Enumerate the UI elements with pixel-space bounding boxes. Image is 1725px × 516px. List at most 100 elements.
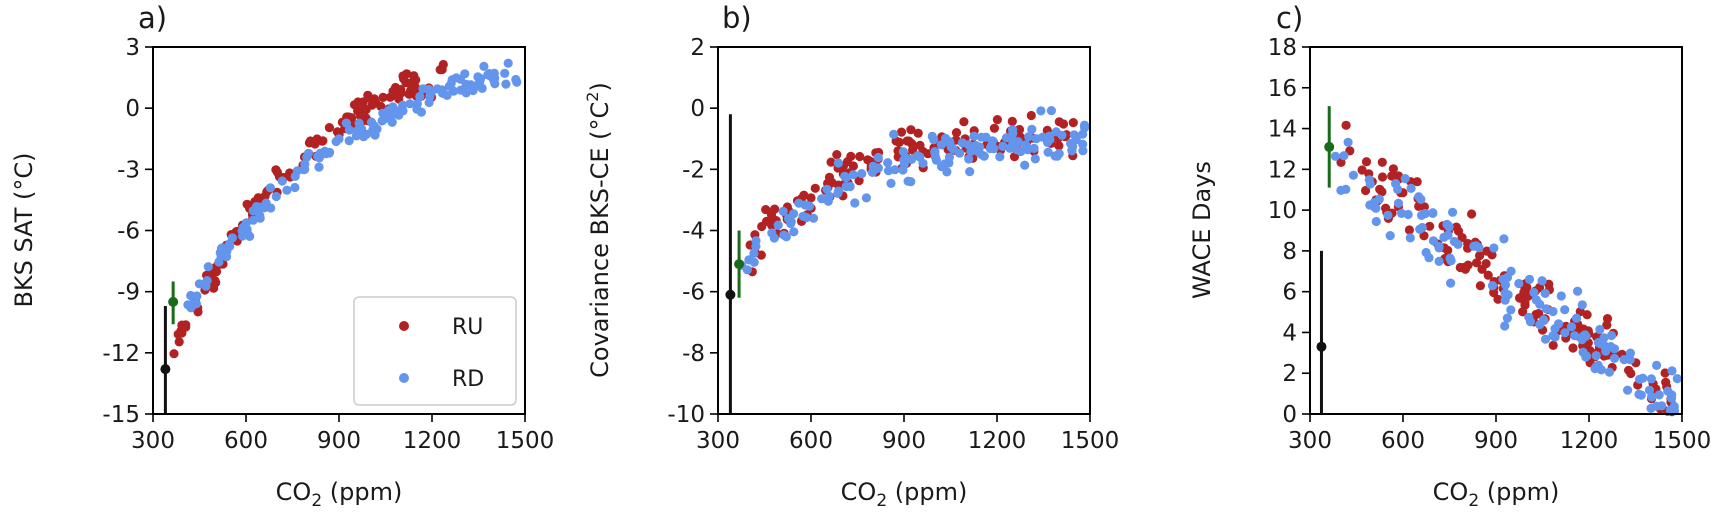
data-point-ru <box>174 337 184 347</box>
data-point-ru <box>304 138 314 148</box>
panel-b-xlabel-tail: (ppm) <box>887 478 967 506</box>
data-point-rd <box>1024 132 1034 142</box>
data-point-rd <box>1609 344 1620 354</box>
y-tick-label: -12 <box>102 341 140 367</box>
data-point-ru <box>1357 165 1367 175</box>
data-point-rd <box>1445 253 1455 263</box>
data-point-ru <box>1404 225 1414 235</box>
panel-c-xlabel-sub: 2 <box>1468 491 1479 511</box>
data-point-rd <box>1469 241 1479 251</box>
data-point-rd <box>387 117 397 127</box>
data-point-rd <box>405 99 415 109</box>
x-tick-label: 300 <box>1288 428 1332 454</box>
data-point-rd <box>1537 276 1547 286</box>
data-point-rd <box>981 132 991 142</box>
data-point-ru <box>913 128 923 138</box>
panel-c-label: c) <box>1276 1 1303 35</box>
data-point-rd <box>378 108 388 118</box>
data-point-rd <box>1405 233 1415 243</box>
data-point-ru <box>1531 309 1541 320</box>
y-tick-label: 0 <box>1282 402 1297 428</box>
y-tick-label: -3 <box>117 157 140 183</box>
panel-c-ylabel: WACE Days <box>1188 161 1216 299</box>
data-point-rd <box>944 152 955 162</box>
data-point-rd <box>985 143 995 154</box>
data-point-rd <box>1016 146 1026 157</box>
data-point-ru <box>378 92 388 102</box>
data-point-ru <box>1483 270 1493 280</box>
data-point-rd <box>1021 140 1031 150</box>
data-point-rd <box>898 147 909 157</box>
x-tick-label: 600 <box>1381 428 1425 454</box>
x-tick-label: 1500 <box>1061 428 1120 454</box>
data-point-rd <box>883 166 894 176</box>
data-point-rd <box>1374 194 1384 204</box>
data-point-rd <box>936 140 947 150</box>
panel-a-yticks: 3 0 -3 -6 -9 -12 -15 <box>102 35 153 428</box>
data-point-ru <box>1489 288 1499 298</box>
data-point-rd <box>833 186 844 196</box>
x-tick-label: 300 <box>131 428 175 454</box>
data-point-rd <box>899 155 909 165</box>
data-point-rd <box>1663 386 1673 396</box>
data-point-rd <box>1667 366 1677 376</box>
x-tick-label: 600 <box>224 428 268 454</box>
data-point-rd <box>314 162 324 172</box>
data-point-rd <box>359 132 369 142</box>
data-point-ru <box>388 86 398 96</box>
data-point-rd <box>1506 266 1516 276</box>
data-point-rd <box>1415 224 1425 234</box>
observation-black-marker <box>1316 341 1327 352</box>
data-point-ru <box>1602 314 1613 324</box>
data-point-rd <box>1665 405 1675 415</box>
y-tick-label: -4 <box>682 219 705 245</box>
data-point-rd <box>1397 208 1407 218</box>
data-point-rd <box>1560 305 1570 315</box>
data-point-ru <box>1518 307 1528 317</box>
data-point-ru <box>1477 264 1487 274</box>
data-point-rd <box>918 158 928 168</box>
panel-b-xlabel-sub: 2 <box>876 491 887 511</box>
data-point-rd <box>850 198 860 208</box>
data-point-rd <box>303 148 313 158</box>
data-point-rd <box>1554 319 1564 329</box>
data-point-rd <box>1078 129 1088 139</box>
data-point-ru <box>1548 340 1558 350</box>
y-tick-label: -6 <box>682 280 705 306</box>
y-tick-label: -8 <box>682 341 705 367</box>
data-point-ru <box>1361 157 1372 167</box>
data-point-ru <box>332 127 342 137</box>
data-point-rd <box>1556 291 1566 301</box>
data-point-ru <box>843 157 853 167</box>
data-point-ru <box>1377 187 1387 197</box>
panel-a-ylabel: BKS SAT (°C) <box>10 152 38 307</box>
data-point-rd <box>1535 320 1545 330</box>
data-point-rd <box>1500 280 1511 290</box>
panel-b-xlabel-main: CO <box>841 478 877 506</box>
observation-green-marker <box>1324 141 1335 152</box>
data-point-rd <box>1636 390 1646 400</box>
data-point-rd <box>1428 236 1438 246</box>
data-point-rd <box>471 81 481 91</box>
data-point-rd <box>1529 287 1539 298</box>
data-point-ru <box>951 128 962 138</box>
data-point-ru <box>181 322 191 332</box>
x-tick-label: 1200 <box>968 428 1027 454</box>
data-point-ru <box>906 125 916 135</box>
data-point-rd <box>277 176 287 186</box>
data-point-rd <box>353 125 363 135</box>
data-point-rd <box>889 129 899 139</box>
data-point-rd <box>800 200 810 210</box>
data-point-rd <box>334 134 344 144</box>
y-tick-label: 12 <box>1268 157 1297 183</box>
data-point-rd <box>1591 351 1601 361</box>
data-point-ru <box>1009 152 1020 162</box>
data-point-rd <box>415 91 425 102</box>
data-point-ru <box>854 176 864 186</box>
data-point-rd <box>366 117 377 127</box>
data-point-rd <box>1343 137 1353 147</box>
data-point-rd <box>974 147 984 158</box>
data-point-ru <box>1660 368 1670 378</box>
x-tick-label: 900 <box>882 428 926 454</box>
panel-b-ylabel: Covariance BKS-CE (°C2) <box>583 82 614 378</box>
